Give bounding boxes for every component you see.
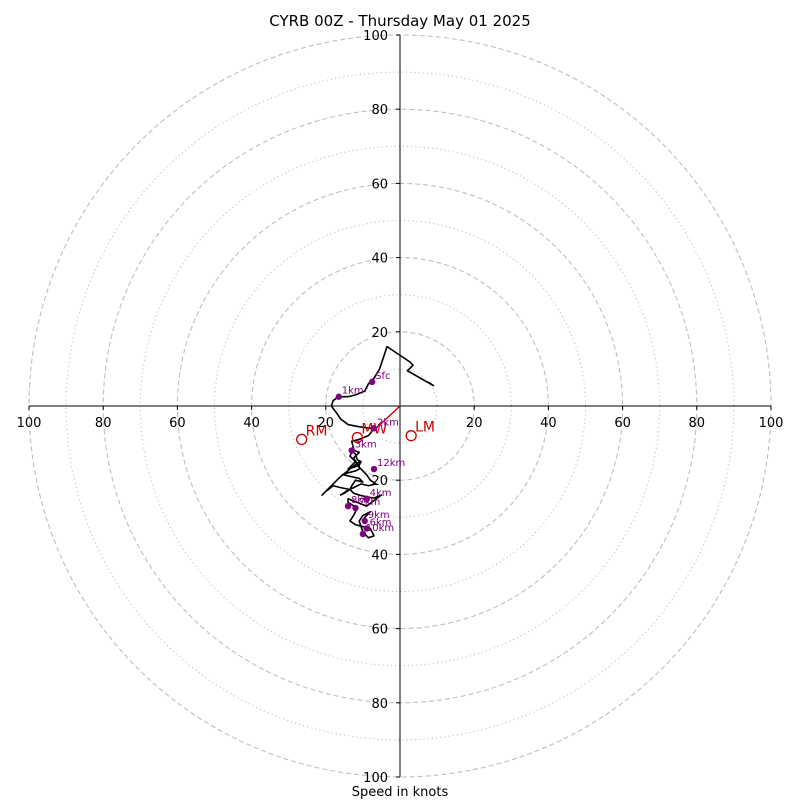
x-tick-label: 100	[759, 416, 784, 431]
y-tick-label: 40	[371, 252, 388, 267]
y-tick-label: 60	[371, 623, 388, 638]
x-tick-label: 60	[614, 416, 631, 431]
x-tick-label: 60	[169, 416, 186, 431]
y-tick-label: 40	[371, 548, 388, 563]
x-tick-label: 40	[243, 416, 260, 431]
y-tick-label: 80	[371, 103, 388, 118]
height-label-8km: 8km	[351, 495, 373, 506]
height-label-12km: 12km	[377, 458, 405, 469]
y-tick-label: 100	[363, 771, 388, 786]
x-tick-label: 80	[95, 416, 112, 431]
x-tick-label: 40	[540, 416, 557, 431]
height-label-7km: 7km	[358, 497, 380, 508]
chart-title: CYRB 00Z - Thursday May 01 2025	[269, 12, 531, 30]
x-tick-label: 20	[318, 416, 335, 431]
height-marker-3km	[348, 447, 355, 454]
height-label-2km: 2km	[377, 417, 399, 428]
tick-labels: 100 80 60 40 20 20 40 60 80 100 100 80 60 40 20 20 40 60 8…	[17, 29, 784, 786]
storm-motion-rm-marker	[296, 433, 308, 446]
height-label-4km: 4km	[370, 488, 392, 499]
height-marker-2km	[370, 425, 378, 432]
height-label-sfc: Sfc	[375, 371, 390, 382]
x-tick-label: 100	[17, 416, 42, 431]
storm-motion-mw-marker	[351, 431, 363, 444]
storm-motion-rm-label: RM	[306, 423, 328, 439]
height-label-6km: 6km	[370, 517, 392, 528]
y-tick-label: 20	[371, 326, 388, 341]
height-marker-sfc	[368, 378, 376, 386]
y-tick-label: 100	[363, 29, 388, 44]
y-tick-label: 60	[371, 177, 388, 192]
height-label-3km: 3km	[355, 440, 377, 451]
storm-motion-lm-marker	[405, 430, 417, 442]
height-marker-1km	[335, 393, 342, 400]
x-axis-label: Speed in knots	[352, 785, 449, 800]
hodograph-trace	[321, 345, 435, 539]
height-label-9km: 9km	[368, 510, 390, 521]
y-tick-label: 80	[371, 697, 388, 712]
height-marker-8km	[344, 502, 352, 510]
x-tick-label: 20	[466, 416, 483, 431]
height-marker-4km	[363, 495, 370, 502]
height-label-1km: 1km	[342, 386, 364, 397]
y-tick-label: 20	[371, 474, 388, 489]
x-tick-label: 80	[689, 416, 706, 431]
height-label-10km: 10km	[366, 523, 394, 534]
hodograph-line	[321, 345, 435, 539]
height-marker-10km	[359, 530, 367, 538]
height-marker-7km	[352, 504, 359, 512]
height-marker-6km	[363, 525, 370, 532]
height-marker-12km	[370, 465, 378, 473]
storm-motion-lm-label: LM	[415, 420, 435, 436]
shear-vector	[373, 405, 401, 431]
height-marker-9km	[361, 517, 368, 525]
